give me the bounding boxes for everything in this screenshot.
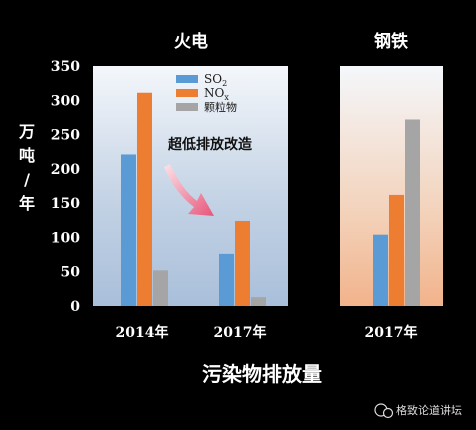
panel-title-steel: 钢铁: [374, 31, 408, 52]
legend: SO2 NOx 颗粒物: [176, 72, 237, 114]
annotation-text: 超低排放改造: [167, 136, 252, 153]
y-label-char: 吨: [19, 146, 35, 165]
bar-nox-2017年: [235, 220, 250, 306]
legend-swatch-nox: [176, 89, 198, 97]
y-axis-label: 万 吨 / 年: [18, 122, 35, 213]
x-label-2014-power: 2014年: [116, 324, 169, 341]
bars: [121, 92, 420, 306]
bar-so2-2017年: [373, 234, 388, 306]
y-tick-label: 200: [51, 162, 80, 178]
bar-so2-2017年: [219, 253, 234, 306]
legend-swatch-pm: [176, 103, 198, 111]
bar-颗粒物-2014年: [153, 270, 168, 306]
legend-swatch-so2: [176, 75, 198, 83]
legend-label-nox: NOx: [204, 86, 229, 102]
bar-so2-2014年: [121, 154, 136, 306]
y-tick-label: 300: [51, 93, 80, 109]
legend-label-so2: SO2: [204, 72, 227, 88]
y-tick-label: 350: [51, 59, 80, 75]
annotation-arrow: [164, 164, 214, 216]
y-tick-label: 100: [51, 230, 80, 246]
bar-颗粒物-2017年: [405, 119, 420, 306]
x-axis-title: 污染物排放量: [202, 362, 322, 386]
x-category-labels: 2014年 2017年 2017年: [116, 324, 418, 341]
y-label-char: 年: [19, 194, 35, 213]
bar-nox-2017年: [389, 194, 404, 306]
y-label-char: 万: [18, 122, 35, 141]
y-tick-label: 50: [61, 265, 81, 281]
y-tick-label: 150: [51, 196, 80, 212]
watermark: 格致论道讲坛: [374, 403, 462, 419]
bar-nox-2014年: [137, 92, 152, 306]
y-tick-label: 0: [70, 299, 80, 315]
bar-颗粒物-2017年: [251, 297, 266, 306]
legend-label-pm: 颗粒物: [204, 100, 237, 114]
y-label-char: /: [24, 170, 30, 189]
x-label-2017-steel: 2017年: [365, 324, 418, 341]
y-tick-label: 250: [51, 128, 80, 144]
watermark-text: 格致论道讲坛: [396, 403, 462, 417]
x-label-2017-power: 2017年: [214, 324, 267, 341]
panel-title-power: 火电: [174, 31, 208, 52]
y-tick-labels: 0 50 100 150 200 250 300 350: [51, 59, 80, 315]
